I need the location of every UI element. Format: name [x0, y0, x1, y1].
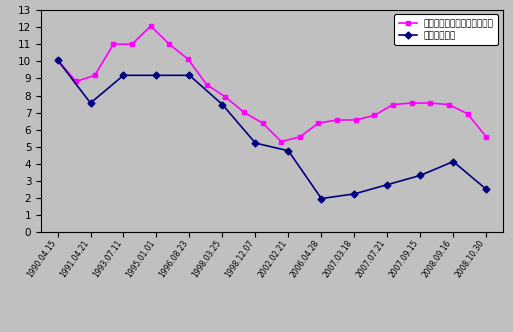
定期存款一年 [252, 141, 259, 145]
贷款六个月至一年（含一年） [110, 42, 116, 46]
贷款六个月至一年（含一年） [185, 57, 191, 61]
Legend: 贷款六个月至一年（含一年）, 定期存款一年: 贷款六个月至一年（含一年）, 定期存款一年 [394, 15, 498, 45]
定期存款一年 [54, 58, 61, 62]
贷款六个月至一年（含一年） [334, 118, 340, 122]
定期存款一年 [87, 101, 93, 105]
贷款六个月至一年（含一年） [315, 121, 322, 125]
贷款六个月至一年（含一年） [465, 112, 471, 116]
贷款六个月至一年（含一年） [427, 101, 433, 105]
贷款六个月至一年（含一年） [54, 58, 61, 62]
定期存款一年 [121, 73, 127, 77]
贷款六个月至一年（含一年） [222, 95, 228, 99]
定期存款一年 [153, 73, 160, 77]
定期存款一年 [450, 160, 457, 164]
定期存款一年 [483, 187, 489, 191]
贷款六个月至一年（含一年） [278, 139, 284, 143]
贷款六个月至一年（含一年） [353, 118, 359, 122]
贷款六个月至一年（含一年） [73, 79, 79, 83]
定期存款一年 [220, 103, 226, 107]
贷款六个月至一年（含一年） [148, 24, 154, 28]
贷款六个月至一年（含一年） [241, 110, 247, 114]
贷款六个月至一年（含一年） [446, 103, 452, 107]
贷款六个月至一年（含一年） [297, 135, 303, 139]
贷款六个月至一年（含一年） [390, 103, 396, 107]
定期存款一年 [351, 192, 358, 196]
贷款六个月至一年（含一年） [483, 135, 489, 139]
定期存款一年 [417, 173, 423, 177]
Line: 贷款六个月至一年（含一年）: 贷款六个月至一年（含一年） [55, 24, 488, 144]
Line: 定期存款一年: 定期存款一年 [55, 57, 489, 201]
贷款六个月至一年（含一年） [260, 121, 266, 125]
贷款六个月至一年（含一年） [204, 83, 210, 87]
定期存款一年 [384, 183, 390, 187]
贷款六个月至一年（含一年） [129, 42, 135, 46]
贷款六个月至一年（含一年） [92, 73, 98, 77]
定期存款一年 [186, 73, 192, 77]
定期存款一年 [318, 197, 324, 201]
贷款六个月至一年（含一年） [166, 42, 172, 46]
定期存款一年 [285, 149, 291, 153]
贷款六个月至一年（含一年） [409, 101, 415, 105]
贷款六个月至一年（含一年） [371, 113, 378, 117]
